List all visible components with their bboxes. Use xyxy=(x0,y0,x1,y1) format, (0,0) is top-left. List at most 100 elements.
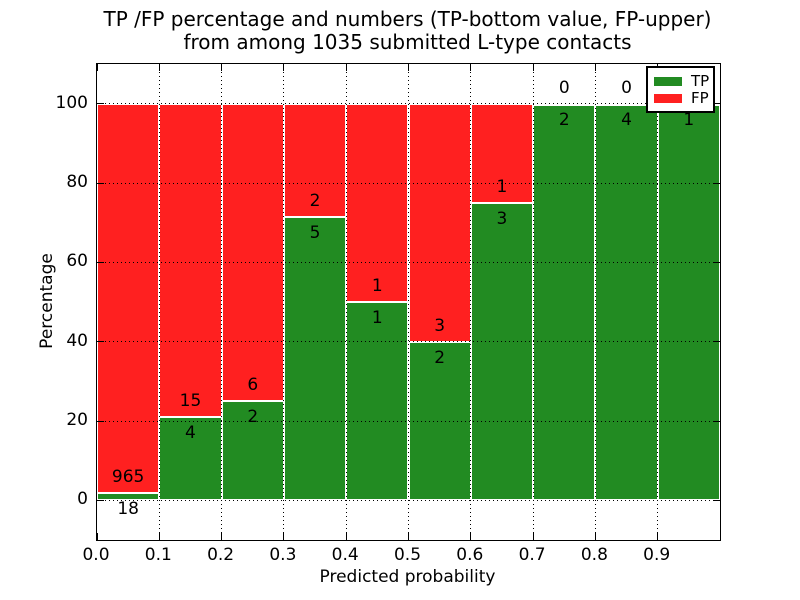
tp-bar-segment xyxy=(595,103,658,501)
vertical-gridline xyxy=(408,64,409,540)
tp-bar-segment xyxy=(533,103,596,501)
fp-count-label: 1 xyxy=(371,276,383,297)
vertical-gridline xyxy=(221,64,223,540)
y-tick-label: 20 xyxy=(66,410,88,430)
x-tick-top xyxy=(158,64,160,71)
vertical-gridline xyxy=(657,64,659,540)
y-tick-label: 80 xyxy=(66,172,88,192)
fp-count-label: 0 xyxy=(558,77,570,98)
chart-title-line-1: TP /FP percentage and numbers (TP-bottom… xyxy=(103,7,712,31)
x-tick-label: 0.0 xyxy=(82,545,110,565)
fp-count-label: 3 xyxy=(434,315,446,336)
x-tick-label: 0.8 xyxy=(580,545,608,565)
fp-bar-segment xyxy=(470,103,534,203)
tp-bar-segment xyxy=(470,202,534,501)
tp-count-label: 1 xyxy=(683,109,695,130)
vertical-gridline xyxy=(283,64,285,540)
tp-count-label: 2 xyxy=(434,347,446,368)
y-tick-right xyxy=(713,499,720,501)
tp-color-swatch xyxy=(654,77,682,86)
x-tick-label: 0.7 xyxy=(518,545,546,565)
vertical-gridline xyxy=(470,64,472,540)
fp-bar-segment xyxy=(346,103,409,302)
fp-bar-segment xyxy=(97,103,160,494)
y-tick-label: 60 xyxy=(66,251,88,272)
fp-count-label: 2 xyxy=(309,191,321,212)
tp-bar-segment xyxy=(221,401,284,501)
tp-count-label: 5 xyxy=(309,222,321,243)
legend-label-tp: TP xyxy=(691,72,710,90)
tp-count-label: 3 xyxy=(496,208,508,229)
x-tick-bottom xyxy=(532,533,534,540)
fp-bar-segment xyxy=(408,103,471,342)
x-axis-label: Predicted probability xyxy=(319,567,496,587)
y-tick-left xyxy=(97,420,104,422)
y-tick-right xyxy=(713,103,720,105)
y-tick-left xyxy=(97,103,104,105)
legend: TP FP xyxy=(646,66,715,113)
x-tick-bottom xyxy=(221,533,223,540)
fp-bar-segment xyxy=(533,103,596,106)
y-tick-label: 0 xyxy=(77,489,88,510)
x-tick-bottom xyxy=(470,533,472,540)
y-tick-right xyxy=(713,420,720,422)
tp-count-label: 4 xyxy=(185,422,196,443)
y-tick-left xyxy=(97,341,104,343)
x-tick-bottom xyxy=(657,533,659,540)
vertical-gridline xyxy=(594,64,596,540)
tp-bar-segment xyxy=(346,302,409,501)
x-tick-bottom xyxy=(408,533,409,540)
fp-count-label: 15 xyxy=(179,390,202,411)
x-tick-bottom xyxy=(158,533,160,540)
tp-count-label: 18 xyxy=(117,498,139,519)
x-tick-bottom xyxy=(96,533,98,540)
y-tick-right xyxy=(713,261,720,263)
fp-bar-segment xyxy=(221,103,284,402)
y-tick-label: 100 xyxy=(55,92,88,113)
fp-bar-segment xyxy=(159,103,222,417)
fp-count-label: 6 xyxy=(247,375,259,396)
x-tick-label: 0.5 xyxy=(393,545,422,565)
fp-count-label: 0 xyxy=(621,77,632,98)
y-tick-left xyxy=(97,499,104,501)
x-tick-top xyxy=(532,64,534,71)
y-tick-label: 40 xyxy=(66,330,88,351)
tp-count-label: 2 xyxy=(247,407,259,428)
tp-bar-segment xyxy=(97,493,160,501)
x-tick-label: 0.4 xyxy=(331,545,359,565)
x-tick-top xyxy=(221,64,223,71)
tp-bar-segment xyxy=(159,416,222,501)
x-tick-bottom xyxy=(345,533,347,540)
chart-title-line-2: from among 1035 submitted L-type contact… xyxy=(183,30,632,54)
vertical-gridline xyxy=(345,64,347,540)
x-tick-label: 0.1 xyxy=(144,545,172,565)
x-tick-top xyxy=(345,64,347,71)
fp-count-label: 1 xyxy=(496,176,508,197)
legend-entry-fp: FP xyxy=(654,90,713,107)
fp-bar-segment xyxy=(283,103,347,217)
x-tick-bottom xyxy=(283,533,285,540)
legend-entry-tp: TP xyxy=(654,73,713,90)
vertical-gridline xyxy=(158,64,160,540)
y-tick-left xyxy=(97,261,104,263)
vertical-gridline xyxy=(532,64,534,540)
x-tick-label: 0.9 xyxy=(643,545,671,565)
y-tick-right xyxy=(713,341,720,343)
tp-count-label: 4 xyxy=(621,109,632,130)
tp-count-label: 1 xyxy=(371,307,383,328)
x-tick-top xyxy=(96,64,98,71)
fp-color-swatch xyxy=(654,94,682,103)
x-tick-top xyxy=(470,64,472,71)
fp-count-label: 965 xyxy=(111,467,145,488)
y-tick-right xyxy=(713,182,720,184)
x-tick-label: 0.6 xyxy=(456,545,484,565)
plot-area: 965181546225113213020401 xyxy=(96,63,721,541)
legend-label-fp: FP xyxy=(691,89,709,107)
y-tick-left xyxy=(97,182,104,184)
tp-count-label: 2 xyxy=(558,109,570,130)
tp-bar-segment xyxy=(283,216,347,501)
x-tick-bottom xyxy=(594,533,596,540)
tp-bar-segment xyxy=(657,103,720,501)
x-tick-top xyxy=(408,64,409,71)
